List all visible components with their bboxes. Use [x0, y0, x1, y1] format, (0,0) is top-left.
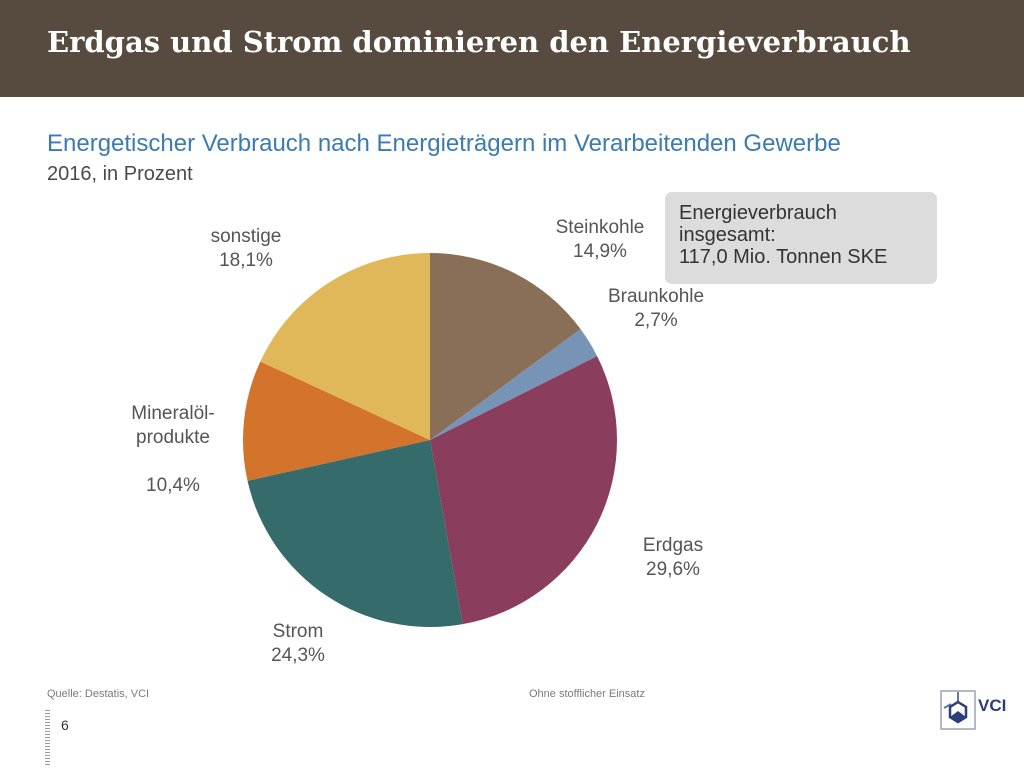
chart-title: Energetischer Verbrauch nach Energieträg…	[47, 130, 841, 157]
slice-value-sonstige: 18,1%	[219, 250, 273, 271]
pie-slice-steinkohle	[430, 253, 581, 440]
header-bar: Erdgas und Strom dominieren den Energiev…	[0, 0, 1024, 97]
info-box-line-2: insgesamt:	[679, 224, 776, 246]
slice-label-mineraloel: Mineralöl- produkte 10,4%	[131, 378, 214, 522]
page-number: 6	[61, 717, 69, 733]
vci-logo: VCI	[940, 690, 1006, 730]
slice-name-sonstige: sonstige	[210, 226, 282, 247]
slice-value-steinkohle: 14,9%	[573, 241, 627, 262]
pie-slice-sonstige	[260, 252, 430, 440]
pie-slice-erdgas	[430, 356, 617, 625]
slice-value-braunkohle: 2,7%	[634, 310, 678, 331]
pie-slice-strom	[247, 440, 463, 627]
pie-slice-braunkohle	[430, 329, 598, 440]
vci-logo-text: VCI	[978, 696, 1006, 715]
info-box-line-1: Energieverbrauch	[679, 202, 837, 224]
slice-label-strom: Strom 24,3%	[271, 620, 325, 668]
total-consumption-box: Energieverbrauch insgesamt: 117,0 Mio. T…	[665, 192, 937, 284]
chart-subtitle: 2016, in Prozent	[47, 163, 193, 185]
page-ticks-decoration	[45, 710, 50, 765]
slice-value-mineraloel: 10,4%	[146, 475, 200, 496]
slice-name-braunkohle: Braunkohle	[607, 286, 705, 307]
footnote: Ohne stofflicher Einsatz	[529, 688, 645, 700]
slice-label-steinkohle: Steinkohle 14,9%	[556, 216, 645, 264]
slice-name-erdgas: Erdgas	[642, 535, 704, 556]
slice-name-strom: Strom	[272, 621, 324, 642]
pie-slice-mineralöl	[243, 361, 430, 481]
slice-name-mineraloel: Mineralöl- produkte	[131, 403, 215, 448]
page-title: Erdgas und Strom dominieren den Energiev…	[47, 25, 911, 59]
slice-label-sonstige: sonstige 18,1%	[211, 225, 282, 273]
slice-value-erdgas: 29,6%	[646, 559, 700, 580]
slice-name-steinkohle: Steinkohle	[555, 217, 645, 238]
slice-value-strom: 24,3%	[271, 645, 325, 666]
source-note: Quelle: Destatis, VCI	[47, 688, 150, 700]
slice-label-braunkohle: Braunkohle 2,7%	[608, 285, 704, 333]
info-box-line-3: 117,0 Mio. Tonnen SKE	[679, 246, 888, 268]
slice-label-erdgas: Erdgas 29,6%	[643, 534, 703, 582]
